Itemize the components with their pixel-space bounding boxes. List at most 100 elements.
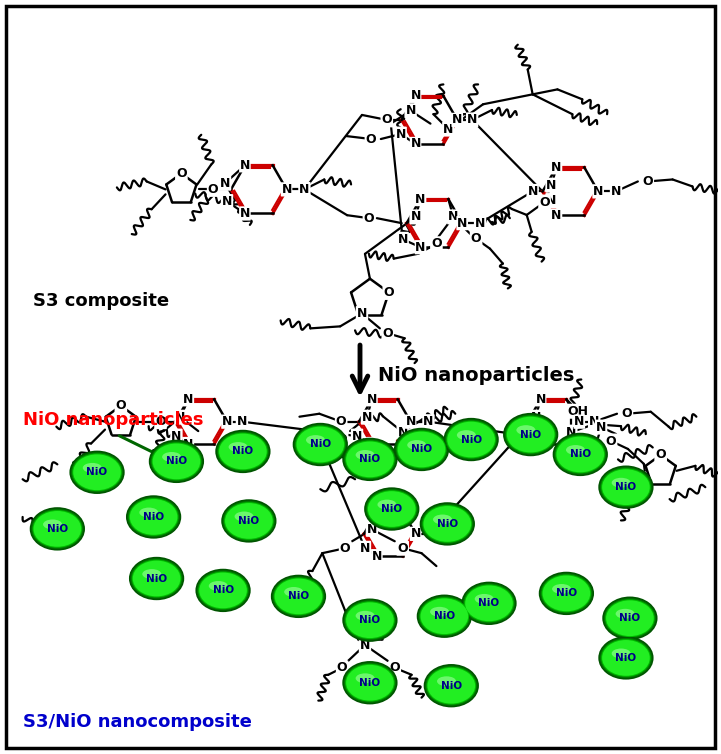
Text: N: N — [415, 192, 425, 206]
Text: N: N — [552, 209, 562, 222]
Text: O: O — [155, 415, 166, 428]
Text: N: N — [239, 159, 250, 172]
Text: NiO: NiO — [556, 588, 577, 599]
Text: N: N — [528, 185, 538, 198]
Ellipse shape — [72, 453, 122, 491]
Text: NiO: NiO — [166, 456, 187, 467]
Text: N: N — [596, 421, 606, 434]
Ellipse shape — [446, 421, 496, 458]
Text: N: N — [299, 183, 309, 196]
Ellipse shape — [407, 440, 426, 450]
Text: NiO: NiO — [288, 591, 309, 602]
Text: NiO: NiO — [359, 455, 381, 464]
Text: O: O — [208, 183, 218, 196]
Text: N: N — [410, 210, 421, 223]
Ellipse shape — [555, 436, 605, 474]
Ellipse shape — [296, 427, 344, 462]
Text: O: O — [389, 661, 400, 674]
Text: N: N — [448, 210, 459, 223]
Text: N: N — [566, 425, 577, 439]
Text: O: O — [622, 407, 632, 420]
Ellipse shape — [605, 599, 655, 637]
Text: O: O — [579, 459, 590, 472]
Text: NiO: NiO — [437, 519, 458, 529]
Text: N: N — [547, 179, 557, 192]
Ellipse shape — [162, 452, 181, 461]
Text: O: O — [115, 400, 126, 412]
Ellipse shape — [601, 639, 651, 677]
Ellipse shape — [457, 430, 476, 440]
Ellipse shape — [150, 440, 203, 483]
Ellipse shape — [275, 578, 322, 615]
Text: O: O — [384, 611, 394, 624]
Ellipse shape — [552, 584, 571, 594]
Ellipse shape — [437, 676, 456, 686]
Ellipse shape — [420, 599, 468, 634]
Text: O: O — [340, 541, 350, 555]
Ellipse shape — [504, 414, 557, 455]
Text: N: N — [593, 185, 603, 198]
Ellipse shape — [378, 500, 397, 510]
Ellipse shape — [394, 428, 448, 470]
Text: NiO: NiO — [434, 611, 455, 621]
Text: O: O — [471, 232, 482, 245]
Ellipse shape — [464, 584, 514, 622]
Ellipse shape — [43, 520, 62, 529]
Ellipse shape — [541, 575, 591, 612]
Ellipse shape — [130, 499, 177, 535]
Text: O: O — [336, 415, 347, 428]
Text: NiO: NiO — [143, 512, 164, 522]
Text: S3 composite: S3 composite — [32, 292, 169, 310]
Ellipse shape — [603, 597, 657, 639]
Ellipse shape — [566, 445, 585, 455]
Text: NiO: NiO — [619, 613, 640, 624]
Ellipse shape — [196, 569, 250, 611]
Ellipse shape — [367, 490, 417, 528]
Text: N: N — [222, 415, 232, 428]
Ellipse shape — [151, 443, 201, 480]
Ellipse shape — [420, 503, 474, 544]
Ellipse shape — [365, 488, 419, 530]
Ellipse shape — [397, 431, 446, 468]
Text: NiO: NiO — [411, 444, 432, 455]
Text: N: N — [281, 183, 292, 196]
Text: NiO: NiO — [461, 434, 482, 445]
Text: O: O — [366, 133, 376, 146]
Text: N: N — [467, 113, 477, 127]
Ellipse shape — [345, 602, 394, 639]
Ellipse shape — [132, 559, 182, 597]
Ellipse shape — [465, 585, 513, 621]
Ellipse shape — [83, 463, 102, 473]
Ellipse shape — [209, 581, 228, 591]
Ellipse shape — [216, 431, 270, 472]
Ellipse shape — [306, 435, 325, 445]
Text: O: O — [642, 175, 653, 188]
Ellipse shape — [343, 439, 397, 480]
Ellipse shape — [199, 572, 247, 608]
Text: N: N — [611, 185, 622, 198]
Text: N: N — [405, 104, 416, 117]
Ellipse shape — [611, 648, 631, 658]
Text: N: N — [372, 550, 382, 562]
Ellipse shape — [153, 443, 200, 480]
Ellipse shape — [32, 510, 82, 547]
Ellipse shape — [398, 431, 446, 467]
Ellipse shape — [219, 434, 267, 469]
Ellipse shape — [554, 434, 607, 475]
Text: N: N — [536, 393, 546, 406]
Text: O: O — [384, 286, 394, 299]
Text: N: N — [531, 411, 541, 424]
Text: N: N — [367, 437, 377, 451]
Ellipse shape — [447, 421, 495, 458]
Text: NiO: NiO — [146, 574, 167, 584]
Text: O: O — [337, 433, 348, 446]
Text: N: N — [423, 415, 433, 428]
Ellipse shape — [139, 507, 159, 517]
Text: O: O — [539, 195, 550, 209]
Text: N: N — [396, 127, 406, 140]
Text: NiO nanoparticles: NiO nanoparticles — [378, 366, 574, 385]
Ellipse shape — [606, 600, 654, 636]
Ellipse shape — [539, 572, 593, 615]
Ellipse shape — [345, 440, 394, 478]
Ellipse shape — [293, 424, 347, 465]
